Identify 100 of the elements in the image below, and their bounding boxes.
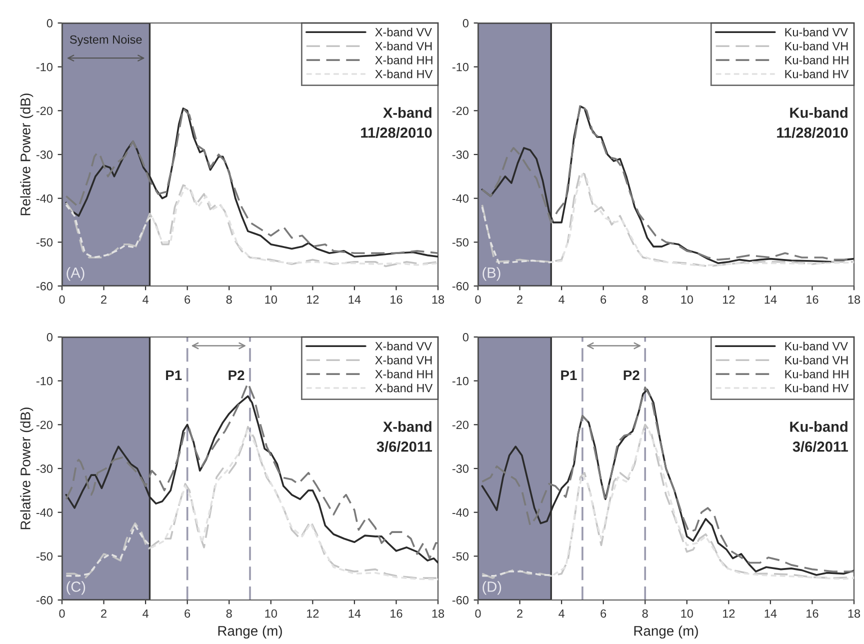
x-tick-label: 18 xyxy=(848,609,860,618)
y-tick-label: -60 xyxy=(36,282,53,290)
legend-label: Ku-band HH xyxy=(785,56,848,64)
annotation: X-band 3/6/2011 xyxy=(376,421,432,452)
legend-label: Ku-band HV xyxy=(785,384,849,392)
x-tick-label: 2 xyxy=(517,609,522,618)
y-tick-label: -50 xyxy=(452,238,469,247)
annotation: Ku-band 11/28/2010 xyxy=(777,107,848,138)
legend-label: Ku-band HH xyxy=(785,370,848,378)
legend-label: Ku-band HV xyxy=(785,70,849,78)
x-tick-label: 18 xyxy=(848,295,860,304)
x-tick-label: 14 xyxy=(764,609,777,618)
ref-line-label: P1 xyxy=(166,370,182,380)
legend-label: X-band HV xyxy=(375,384,433,392)
x-tick-label: 2 xyxy=(101,295,106,304)
legend-label: X-band VH xyxy=(375,42,432,50)
y-tick-label: -60 xyxy=(452,282,469,290)
y-tick-label: -40 xyxy=(452,194,469,203)
legend-label: X-band HH xyxy=(375,370,432,378)
x-tick-label: 8 xyxy=(642,609,648,618)
x-tick-label: 12 xyxy=(307,609,319,618)
y-tick-label: -10 xyxy=(452,376,469,386)
x-tick-label: 4 xyxy=(142,609,148,618)
annotation: (A) xyxy=(66,267,84,281)
legend-label: X-band VV xyxy=(375,342,432,350)
x-tick-label: 6 xyxy=(600,295,606,304)
y-tick-label: -30 xyxy=(36,464,53,473)
x-tick-label: 8 xyxy=(642,295,648,304)
x-tick-label: 10 xyxy=(265,295,277,304)
annotation: X-band 11/28/2010 xyxy=(361,107,432,138)
x-tick-label: 4 xyxy=(558,609,564,618)
ref-line-label: P2 xyxy=(624,370,640,380)
x-tick-label: 18 xyxy=(432,609,444,618)
y-tick-label: -20 xyxy=(452,106,469,116)
x-tick-label: 2 xyxy=(517,295,522,304)
y-tick-label: -30 xyxy=(452,464,469,473)
y-tick-label: 0 xyxy=(462,19,469,28)
y-tick-label: 0 xyxy=(46,333,53,342)
x-tick-label: 18 xyxy=(432,295,444,304)
band-label: System Noise xyxy=(70,35,142,46)
legend-label: Ku-band VH xyxy=(785,356,848,364)
y-tick-label: -10 xyxy=(452,62,469,72)
x-tick-label: 10 xyxy=(265,609,277,618)
x-tick-label: 6 xyxy=(600,609,606,618)
x-tick-label: 12 xyxy=(723,295,735,304)
annotation: (C) xyxy=(66,581,86,595)
x-tick-label: 0 xyxy=(59,295,65,304)
x-tick-label: 12 xyxy=(723,609,735,618)
y-tick-label: -20 xyxy=(36,420,53,430)
x-tick-label: 0 xyxy=(475,295,481,304)
legend-label: X-band HV xyxy=(375,70,433,78)
y-tick-label: -50 xyxy=(36,238,53,247)
x-axis-title: Range (m) xyxy=(218,626,282,639)
y-tick-label: -40 xyxy=(452,508,469,517)
x-tick-label: 14 xyxy=(348,295,361,304)
y-tick-label: 0 xyxy=(46,19,53,28)
x-axis-title: Range (m) xyxy=(634,626,698,639)
x-tick-label: 0 xyxy=(475,609,481,618)
y-tick-label: -60 xyxy=(36,596,53,604)
legend-label: Ku-band VH xyxy=(785,42,848,50)
x-tick-label: 8 xyxy=(226,295,232,304)
x-tick-label: 16 xyxy=(390,609,402,618)
annotation: Ku-band 3/6/2011 xyxy=(790,421,848,452)
x-tick-label: 16 xyxy=(806,295,818,304)
y-tick-label: -40 xyxy=(36,508,53,517)
x-tick-label: 4 xyxy=(558,295,564,304)
x-tick-label: 12 xyxy=(307,295,319,304)
legend-label: Ku-band VV xyxy=(785,342,848,350)
x-tick-label: 8 xyxy=(226,609,232,618)
y-tick-label: -30 xyxy=(36,150,53,159)
y-tick-label: 0 xyxy=(462,333,469,342)
x-tick-label: 0 xyxy=(59,609,65,618)
y-tick-label: -50 xyxy=(452,552,469,561)
x-tick-label: 16 xyxy=(390,295,402,304)
x-tick-label: 10 xyxy=(681,609,693,618)
y-tick-label: -60 xyxy=(452,596,469,604)
x-tick-label: 10 xyxy=(681,295,693,304)
x-tick-label: 14 xyxy=(348,609,361,618)
y-tick-label: -20 xyxy=(452,420,469,430)
y-axis-title: Relative Power (dB) xyxy=(20,94,34,216)
y-tick-label: -50 xyxy=(36,552,53,561)
x-tick-label: 6 xyxy=(184,295,190,304)
annotation: (D) xyxy=(482,581,502,595)
x-tick-label: 16 xyxy=(806,609,818,618)
legend-label: X-band HH xyxy=(375,56,432,64)
x-tick-label: 2 xyxy=(101,609,106,618)
y-tick-label: -20 xyxy=(36,106,53,116)
legend-label: X-band VV xyxy=(375,28,432,36)
y-tick-label: -10 xyxy=(36,62,53,72)
legend-label: X-band VH xyxy=(375,356,432,364)
ref-line-label: P1 xyxy=(561,370,577,380)
y-axis-title: Relative Power (dB) xyxy=(20,408,34,530)
x-tick-label: 14 xyxy=(764,295,777,304)
x-tick-label: 4 xyxy=(142,295,148,304)
y-tick-label: -40 xyxy=(36,194,53,203)
annotation: (B) xyxy=(482,267,500,281)
y-tick-label: -10 xyxy=(36,376,53,386)
ref-line-label: P2 xyxy=(228,370,244,380)
y-tick-label: -30 xyxy=(452,150,469,159)
legend-label: Ku-band VV xyxy=(785,28,848,36)
